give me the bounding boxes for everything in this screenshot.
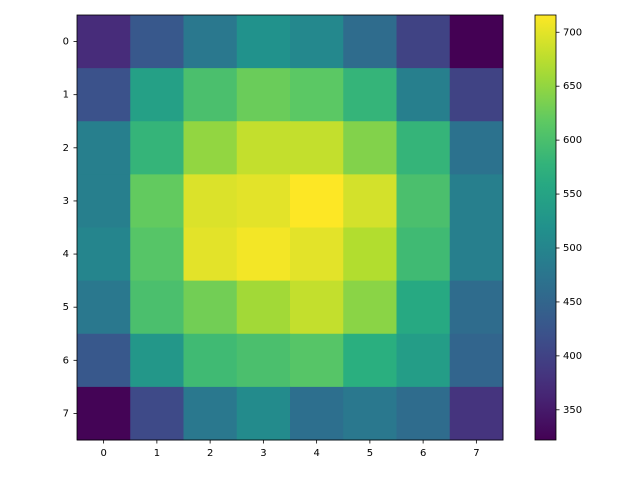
x-tick-label: 2 — [207, 448, 213, 459]
heatmap-cell — [290, 68, 344, 122]
heatmap-cell — [449, 174, 504, 228]
heatmap-cell — [236, 227, 291, 282]
heatmap-cell — [449, 333, 504, 388]
heatmap-cell — [236, 386, 291, 441]
colorbar-tick-label: 350 — [563, 405, 582, 416]
heatmap-cell — [343, 333, 397, 388]
heatmap-cell — [290, 227, 344, 282]
heatmap-cell — [183, 280, 238, 335]
y-tick-label: 5 — [63, 302, 69, 313]
heatmap-cell — [396, 386, 451, 441]
heatmap-cell — [343, 227, 397, 282]
heatmap-cell — [236, 68, 291, 122]
y-tick-label: 6 — [63, 355, 69, 366]
heatmap-cell — [343, 280, 397, 335]
heatmap-cell — [130, 280, 184, 335]
heatmap-cell — [130, 386, 184, 441]
heatmap-cell — [449, 68, 504, 122]
heatmap-cell — [449, 121, 504, 175]
heatmap-cell — [183, 68, 238, 122]
heatmap-cell — [343, 121, 397, 175]
heatmap-cell — [77, 280, 131, 335]
heatmap-cell — [396, 174, 451, 228]
heatmap-cell — [290, 121, 344, 175]
x-tick-label: 3 — [260, 448, 266, 459]
heatmap-cell — [236, 15, 291, 69]
heatmap-cell — [236, 280, 291, 335]
heatmap-cell — [396, 227, 451, 282]
heatmap-cell — [449, 280, 504, 335]
heatmap-cell — [449, 15, 504, 69]
x-tick-label: 5 — [367, 448, 373, 459]
x-tick-label: 4 — [313, 448, 319, 459]
heatmap-cell — [130, 15, 184, 69]
colorbar-tick-label: 450 — [563, 297, 582, 308]
colorbar-tick-label: 500 — [563, 243, 582, 254]
heatmap-cell — [77, 68, 131, 122]
heatmap-cell — [77, 15, 131, 69]
heatmap-cell — [396, 68, 451, 122]
colorbar-tick-label: 700 — [563, 27, 582, 38]
colorbar-tick-label: 600 — [563, 135, 582, 146]
y-tick-label: 4 — [63, 249, 69, 260]
heatmap-cell — [130, 174, 184, 228]
heatmap-cell — [183, 333, 238, 388]
x-tick-label: 6 — [420, 448, 426, 459]
heatmap-cell — [183, 386, 238, 441]
heatmap-cell — [236, 333, 291, 388]
heatmap-cell — [396, 333, 451, 388]
heatmap-cell — [130, 121, 184, 175]
heatmap-cell — [343, 15, 397, 69]
heatmap-cell — [236, 174, 291, 228]
heatmap-cell — [290, 15, 344, 69]
heatmap-cell — [396, 15, 451, 69]
y-tick-label: 7 — [63, 408, 69, 419]
heatmap-cell — [343, 68, 397, 122]
colorbar-tick-label: 550 — [563, 189, 582, 200]
heatmap-cell — [449, 227, 504, 282]
heatmap-cell — [449, 386, 504, 441]
heatmap-cell — [343, 174, 397, 228]
y-tick-label: 0 — [63, 37, 69, 48]
heatmap-cell — [77, 227, 131, 282]
heatmap-cell — [183, 227, 238, 282]
heatmap-cell — [396, 121, 451, 175]
heatmap-cell — [290, 386, 344, 441]
heatmap-cell — [396, 280, 451, 335]
y-tick-label: 2 — [63, 143, 69, 154]
heatmap-cell — [183, 15, 238, 69]
heatmap-cell — [183, 174, 238, 228]
heatmap-cell — [77, 174, 131, 228]
heatmap-cell — [290, 333, 344, 388]
y-tick-label: 1 — [63, 90, 69, 101]
x-tick-label: 1 — [154, 448, 160, 459]
x-tick-label: 7 — [473, 448, 479, 459]
heatmap-cell — [77, 121, 131, 175]
heatmap-cell — [183, 121, 238, 175]
y-tick-label: 3 — [63, 196, 69, 207]
heatmap-cell — [343, 386, 397, 441]
heatmap-cell — [130, 333, 184, 388]
colorbar-tick-label: 650 — [563, 81, 582, 92]
colorbar — [534, 14, 557, 441]
heatmap-cell — [130, 68, 184, 122]
plot-frame — [76, 14, 504, 441]
heatmap-cell — [130, 227, 184, 282]
heatmap-cell — [290, 174, 344, 228]
heatmap-cell — [77, 333, 131, 388]
heatmap-cell — [290, 280, 344, 335]
heatmap-cell — [77, 386, 131, 441]
colorbar-tick-label: 400 — [563, 351, 582, 362]
heatmap-cell — [236, 121, 291, 175]
x-tick-label: 0 — [100, 448, 106, 459]
